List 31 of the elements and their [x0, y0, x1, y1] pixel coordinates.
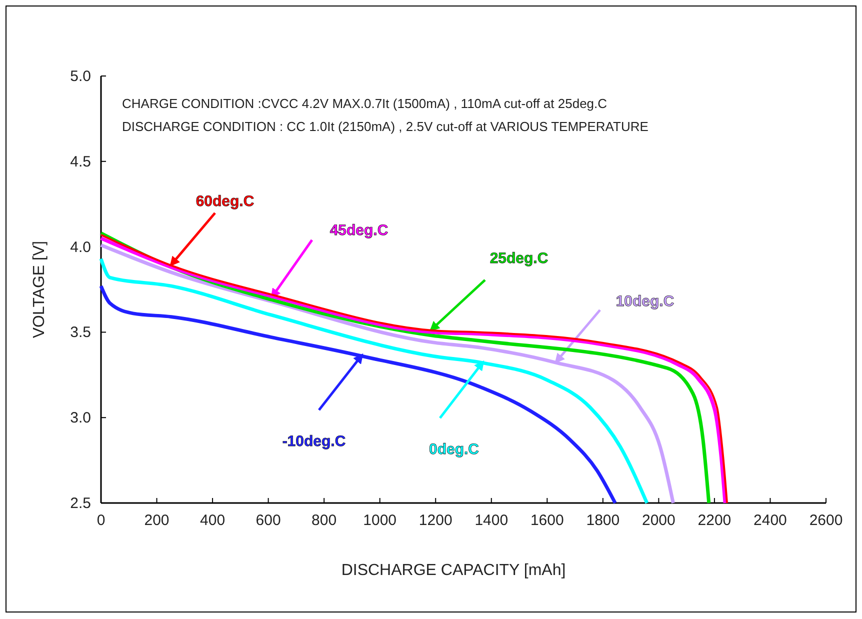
annotation: CHARGE CONDITION :CVCC 4.2V MAX.0.7It (1500mA) , 110mA cut-off at 25deg.C [122, 96, 608, 111]
line-series [99, 284, 617, 505]
text: -10deg.C [282, 433, 346, 450]
y-axis-title: VOLTAGE [V] [31, 240, 48, 338]
x-tick-label: 2600 [809, 512, 843, 529]
x-tick-label: 1600 [530, 512, 564, 529]
y-tick-label: 3.0 [70, 410, 91, 427]
x-tick-label: 1800 [586, 512, 620, 529]
x-tick-label: 800 [312, 512, 337, 529]
x-axis-title: DISCHARGE CAPACITY [mAh] [341, 562, 566, 579]
y-tick-label: 5.0 [70, 68, 91, 85]
x-tick-label: 2200 [698, 512, 732, 529]
x-tick-label: 1400 [474, 512, 508, 529]
text: 60deg.C [196, 193, 254, 210]
x-tick-label: 2000 [642, 512, 676, 529]
x-tick-label: 400 [200, 512, 226, 529]
x-tick-label: 1200 [418, 512, 452, 529]
x-tick-label: 0 [96, 512, 106, 529]
text: 25deg.C [490, 250, 548, 267]
y-tick-label: 4.0 [70, 238, 91, 256]
text: 10deg.C [616, 293, 674, 310]
y-tick-label: 4.5 [70, 153, 91, 170]
annotation: DISCHARGE CONDITION : CC 1.0It (2150mA) , 2.5V cut-off at VARIOUS TEMPERATURE [122, 119, 649, 134]
x-tick-label: 2400 [754, 512, 787, 529]
text: 45deg.C [330, 222, 388, 239]
text: 0deg.C [428, 441, 480, 458]
x-tick-label: 600 [256, 512, 281, 529]
x-tick-label: 200 [144, 512, 170, 529]
y-tick-label: 2.5 [70, 495, 91, 512]
y-tick-label: 3.5 [70, 324, 91, 342]
x-tick-label: 1000 [363, 512, 397, 529]
